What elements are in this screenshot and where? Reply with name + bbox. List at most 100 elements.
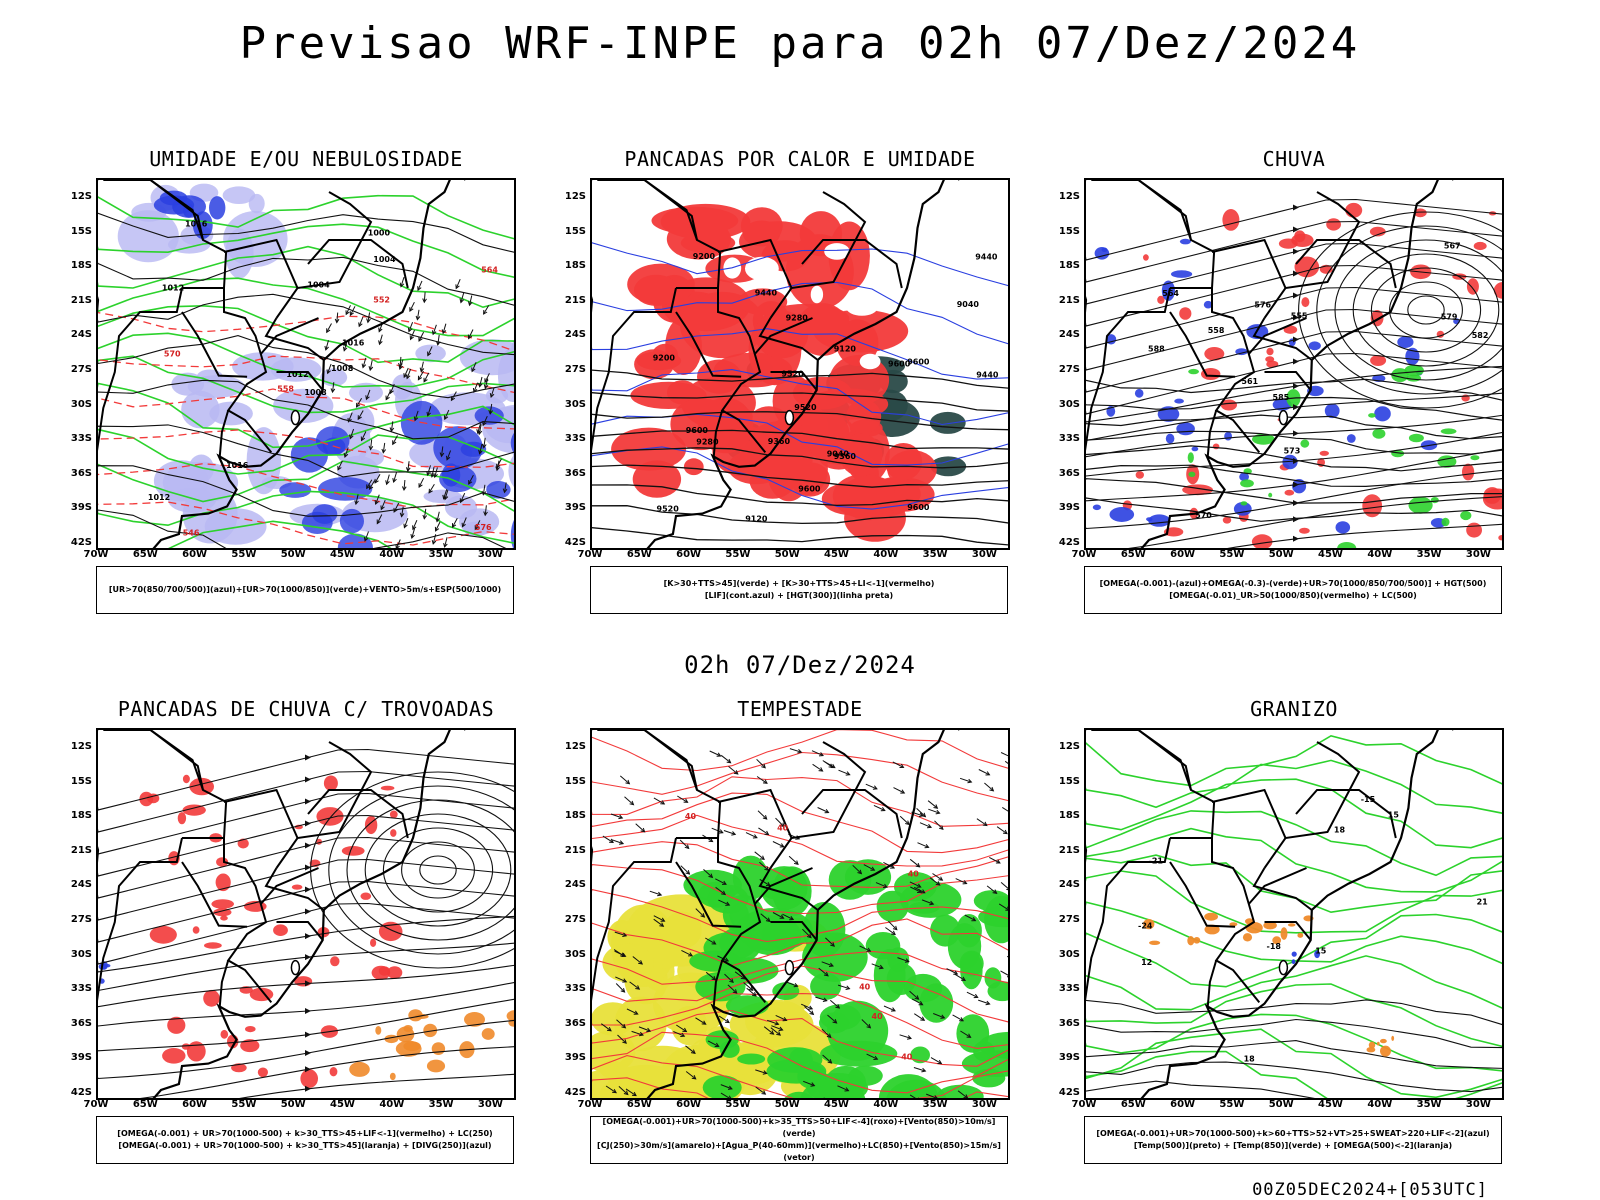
wind-vector-head xyxy=(828,763,834,769)
wind-vector xyxy=(913,1067,926,1072)
wind-vector-head xyxy=(410,533,415,539)
wind-vector xyxy=(446,450,452,460)
wind-vector-head xyxy=(403,523,408,529)
lon-tick-label: 70W xyxy=(577,1099,603,1110)
lon-tick-label: 65W xyxy=(1120,1099,1146,1110)
lon-tick-label: 55W xyxy=(725,549,751,560)
wind-vector xyxy=(978,999,990,1005)
wind-vector xyxy=(673,1030,685,1037)
gyre-line xyxy=(382,827,494,913)
wind-vector xyxy=(489,403,493,414)
lon-tick-label: 35W xyxy=(428,549,454,560)
lat-tick-label: 18S xyxy=(564,260,586,272)
wind-vector-head xyxy=(711,975,717,981)
wind-vector-head xyxy=(953,970,959,975)
wind-vector-head xyxy=(434,526,440,532)
wind-vector xyxy=(911,998,923,1006)
wind-vector xyxy=(955,878,967,885)
wind-vector-head xyxy=(929,900,935,906)
wind-vector-head xyxy=(431,330,437,336)
wind-vector-head xyxy=(828,962,834,967)
streamline xyxy=(98,858,514,921)
wind-vector-head xyxy=(349,311,354,317)
wind-vector-head xyxy=(718,829,724,834)
wind-vector-head xyxy=(985,1000,991,1006)
wind-vector-head xyxy=(961,976,967,981)
height-500hpa-line xyxy=(1086,464,1502,488)
wind-vector xyxy=(803,1080,815,1087)
country-border xyxy=(1137,180,1192,241)
lon-tick-label: 70W xyxy=(577,549,603,560)
wind-vector-head xyxy=(427,351,432,357)
wind-vector-head xyxy=(324,345,329,351)
omega-strong-patch xyxy=(1404,364,1424,377)
country-border xyxy=(769,741,867,869)
contour-label: 561 xyxy=(1241,377,1258,386)
wind-vector xyxy=(653,797,665,805)
lon-tick-label: 40W xyxy=(1367,549,1393,560)
wind-vector xyxy=(875,882,888,888)
wind-vector xyxy=(370,439,373,450)
thunderstorm-red-patch xyxy=(216,857,229,867)
wind-vector xyxy=(403,480,406,491)
water-vapor-lc850-line xyxy=(592,1031,1008,1094)
wind-850hpa-patch xyxy=(878,1074,939,1098)
country-border xyxy=(1264,371,1312,391)
gyre-line xyxy=(310,771,514,969)
wind-vector-head xyxy=(345,310,350,316)
omega-ur50-patch xyxy=(1301,297,1310,308)
thunderstorm-red-patch xyxy=(300,1069,318,1088)
lon-tick-label: 55W xyxy=(1219,549,1245,560)
wind-vector-head xyxy=(793,860,799,865)
wind-vector xyxy=(757,810,768,820)
temperature-850hpa-line xyxy=(1086,1013,1502,1072)
country-border xyxy=(276,921,324,941)
wind-vector xyxy=(679,839,690,849)
omega-ur50-patch xyxy=(1473,241,1487,251)
thunderstorm-red-patch xyxy=(220,915,228,921)
country-border xyxy=(769,191,867,319)
wind-850hpa-patch xyxy=(876,890,909,923)
wind-vector xyxy=(866,1053,878,1060)
wind-vector xyxy=(986,885,997,894)
wind-850hpa-patch xyxy=(973,890,1008,912)
streamline xyxy=(1086,469,1502,530)
wind-850hpa-patch xyxy=(956,914,982,948)
wind-vector xyxy=(412,519,418,530)
wind-vector xyxy=(680,865,690,875)
wind-vector-head xyxy=(433,473,438,479)
thickness-500-1000-line xyxy=(98,501,514,546)
thunderstorm-red-patch xyxy=(390,829,397,837)
country-border xyxy=(223,288,273,454)
wind-vector-head xyxy=(495,466,500,472)
wind-vector-head xyxy=(728,1095,732,1098)
lon-tick-label: 45W xyxy=(824,1099,849,1110)
wind-vector xyxy=(919,822,932,828)
lifted-index-line xyxy=(592,242,1008,287)
wind-vector xyxy=(409,301,415,312)
wind-vector xyxy=(484,373,490,383)
wind-vector xyxy=(909,881,921,888)
wind-vector-head xyxy=(422,514,428,520)
omega-weak-patch xyxy=(1191,446,1199,452)
wind-vector xyxy=(460,492,466,503)
contour-label: 570 xyxy=(1195,511,1212,520)
country-border xyxy=(1295,239,1397,289)
gyre-line xyxy=(1389,281,1463,339)
omega-500-patch xyxy=(1242,933,1253,942)
wind-vector xyxy=(615,976,627,983)
wind-vector xyxy=(989,856,1001,864)
thunderstorm-red-patch xyxy=(182,774,190,784)
panel-title-trovoadas: PANCADAS DE CHUVA C/ TROVOADAS xyxy=(117,697,495,721)
instability-li-patch xyxy=(683,458,704,476)
country-border xyxy=(1206,960,1218,1007)
clear-areas-patch xyxy=(846,299,878,316)
wind-vector-head xyxy=(776,1031,782,1036)
wind-vector xyxy=(635,823,645,833)
omega-strong xyxy=(1187,364,1480,548)
wind-vectors xyxy=(324,276,508,548)
wind-vector-head xyxy=(481,490,487,496)
lon-tick-label: 40W xyxy=(873,549,899,560)
wind-vector-head xyxy=(906,1035,912,1040)
omega-strong-patch xyxy=(1460,510,1472,521)
